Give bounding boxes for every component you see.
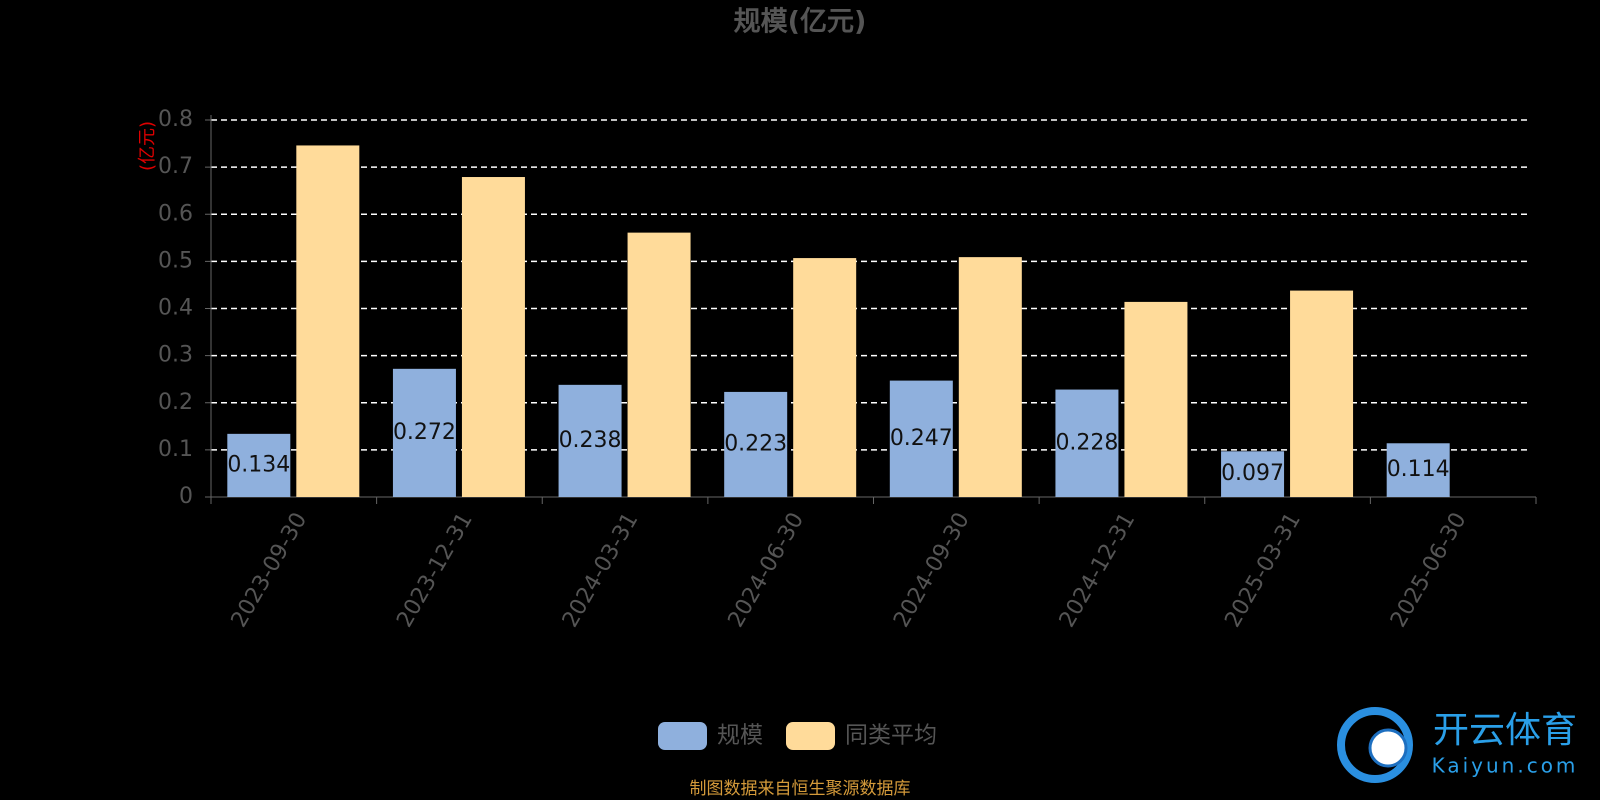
bar xyxy=(392,368,456,497)
x-tick-label: 2024-03-31 xyxy=(558,509,644,632)
y-tick-label: 0.5 xyxy=(158,248,193,273)
bar xyxy=(558,384,622,497)
value-label: 0.097 xyxy=(1221,461,1284,486)
y-tick-label: 0.6 xyxy=(158,201,193,226)
watermark: 开云体育 Kaiyun.com xyxy=(1337,707,1579,783)
bar xyxy=(889,380,953,497)
legend-label: 同类平均 xyxy=(845,723,937,749)
y-tick-label: 0.1 xyxy=(158,437,193,462)
value-label: 0.134 xyxy=(227,452,290,477)
x-tick-label: 2024-09-30 xyxy=(889,509,975,632)
y-tick-label: 0 xyxy=(179,484,193,509)
source-note: 制图数据来自恒生聚源数据库 xyxy=(690,779,911,799)
bar xyxy=(793,258,857,497)
y-tick-label: 0.3 xyxy=(158,343,193,368)
bar xyxy=(1124,301,1188,497)
y-tick-label: 0.2 xyxy=(158,390,193,415)
legend-swatch xyxy=(786,722,835,750)
site: Kaiyun.com xyxy=(1432,754,1579,778)
bar xyxy=(958,257,1022,497)
value-label: 0.238 xyxy=(559,428,622,453)
bar xyxy=(1290,290,1354,497)
x-tick-label: 2024-12-31 xyxy=(1055,509,1141,632)
value-label: 0.272 xyxy=(393,420,456,445)
value-label: 0.228 xyxy=(1055,430,1118,455)
bar xyxy=(1221,451,1285,497)
x-tick-label: 2023-09-30 xyxy=(227,509,313,632)
y-tick-label: 0.8 xyxy=(158,107,193,132)
bar xyxy=(627,232,691,497)
x-tick-label: 2024-06-30 xyxy=(723,509,809,632)
bar xyxy=(1055,389,1119,497)
y-tick-label: 0.7 xyxy=(158,154,193,179)
logo-ball xyxy=(1368,728,1408,768)
x-tick-label: 2025-06-30 xyxy=(1386,509,1472,632)
value-label: 0.223 xyxy=(724,431,787,456)
logo-ring xyxy=(1337,707,1413,783)
bar xyxy=(724,391,788,497)
legend-label: 规模 xyxy=(717,723,763,749)
y-tick-label: 0.4 xyxy=(158,296,193,321)
bar xyxy=(227,433,291,497)
x-tick-label: 2025-03-31 xyxy=(1220,509,1306,632)
value-label: 0.247 xyxy=(890,426,953,451)
bar xyxy=(461,177,525,498)
value-label: 0.114 xyxy=(1387,457,1450,482)
brand: 开云体育 xyxy=(1433,710,1577,751)
chart-title: 规模(亿元) xyxy=(734,7,867,38)
bar xyxy=(296,145,360,497)
legend-swatch xyxy=(658,722,707,750)
y-axis-label: (亿元) xyxy=(137,121,158,171)
x-tick-label: 2023-12-31 xyxy=(392,509,478,632)
bar xyxy=(1386,443,1450,497)
